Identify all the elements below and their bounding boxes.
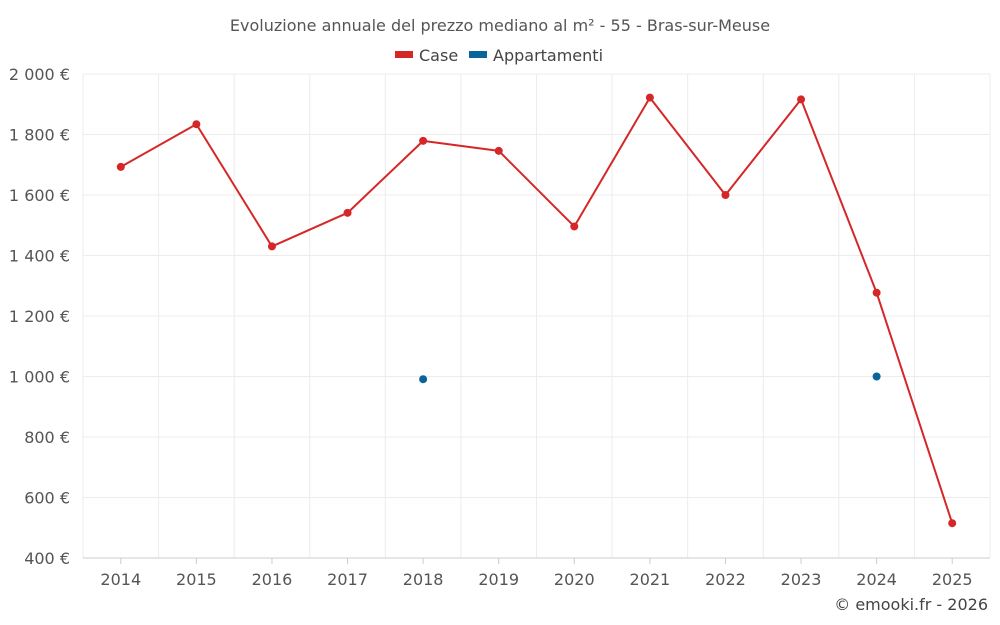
x-tick-label: 2021 [630, 570, 671, 589]
x-tick-label: 2025 [932, 570, 973, 589]
data-point[interactable] [721, 191, 730, 199]
data-point[interactable] [872, 288, 881, 297]
data-point[interactable] [192, 120, 201, 129]
data-point[interactable] [645, 93, 654, 102]
x-tick-label: 2024 [856, 570, 897, 589]
x-gridlines [82, 74, 991, 558]
x-tick-label: 2018 [403, 570, 444, 589]
y-tick-label: 1 600 € [9, 186, 70, 205]
legend-swatch-appartamenti [469, 51, 487, 58]
x-tick-label: 2019 [478, 570, 519, 589]
x-tick-label: 2020 [554, 570, 595, 589]
x-axis-ticks: 2014 2015 2016 2017 2018 2019 2020 2021 2022 2023… [100, 558, 973, 589]
y-tick-label: 400 € [24, 549, 70, 568]
chart-title: Evoluzione annuale del prezzo mediano al… [230, 16, 770, 35]
y-tick-label: 800 € [24, 428, 70, 447]
data-point[interactable] [494, 146, 503, 155]
legend-label-case[interactable]: Case [419, 46, 458, 65]
data-point[interactable] [872, 372, 881, 381]
x-tick-label: 2016 [252, 570, 293, 589]
y-tick-label: 1 200 € [9, 307, 70, 326]
data-point[interactable] [570, 222, 579, 231]
y-tick-label: 2 000 € [9, 65, 70, 84]
series-case [116, 93, 957, 528]
data-point[interactable] [419, 136, 428, 145]
data-point[interactable] [948, 519, 957, 528]
data-point[interactable] [797, 95, 806, 104]
y-tick-label: 1 000 € [9, 368, 70, 387]
credit-text: © emooki.fr - 2026 [834, 595, 988, 614]
series-line [120, 96, 954, 524]
data-point[interactable] [343, 208, 352, 217]
y-axis-ticks: 400 € 600 € 800 € 1 000 € 1 200 € 1 400 € 1 60… [9, 65, 70, 568]
y-tick-label: 600 € [24, 489, 70, 508]
series-layer [116, 93, 957, 528]
x-tick-label: 2022 [705, 570, 746, 589]
data-point[interactable] [116, 162, 125, 171]
legend: Case Appartamenti [395, 46, 603, 65]
y-tick-label: 1 800 € [9, 126, 70, 145]
y-tick-label: 1 400 € [9, 247, 70, 266]
legend-swatch-case [395, 51, 413, 58]
x-tick-label: 2015 [176, 570, 217, 589]
x-tick-label: 2017 [327, 570, 368, 589]
x-tick-label: 2023 [781, 570, 822, 589]
legend-label-appartamenti[interactable]: Appartamenti [493, 46, 603, 65]
data-point[interactable] [267, 242, 276, 251]
series-appartamenti [419, 372, 881, 384]
data-point[interactable] [419, 375, 428, 384]
x-tick-label: 2014 [100, 570, 141, 589]
